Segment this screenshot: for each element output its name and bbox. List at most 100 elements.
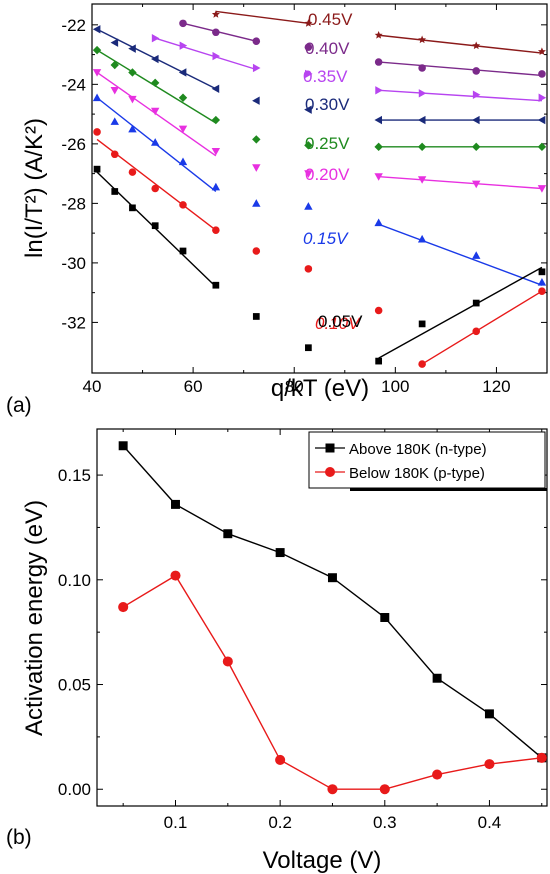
panel-b-y-tick-label: 0.10	[58, 571, 91, 590]
point-0.35V	[472, 90, 481, 99]
fit-line-0.25V	[96, 49, 217, 124]
point-0.45V	[472, 41, 481, 50]
panel-a-x-tick-label: 80	[285, 377, 304, 396]
point-0.15V	[472, 251, 481, 259]
panel-b-y-tick-label: 0.15	[58, 466, 91, 485]
point-0.40V	[179, 19, 187, 28]
point-above-180k	[380, 613, 390, 622]
panel-a-y-tick-label: -24	[61, 75, 86, 94]
series-label-0.25V: 0.25V	[305, 134, 350, 153]
point-0.30V	[178, 68, 187, 77]
fit-line-0.35V	[154, 37, 257, 71]
legend-box-shadow	[350, 488, 547, 491]
point-0.10V	[212, 226, 220, 234]
panel-b: 0.1 0.2 0.3 0.4 0.00 0.05 0.10 0.15 Above 180K …	[6, 428, 548, 874]
point-above-180k	[223, 529, 233, 539]
panel-b-x-tick-label: 0.4	[478, 813, 502, 832]
point-0.10V	[472, 327, 481, 336]
point-0.15V	[110, 117, 119, 125]
point-above-180k	[432, 673, 442, 683]
point-0.10V	[374, 306, 383, 315]
point-0.25V	[472, 142, 481, 152]
panel-b-x-tick-label: 0.2	[268, 813, 292, 832]
point-0.45V	[374, 31, 383, 39]
series-label-0.20V: 0.20V	[305, 165, 350, 184]
point-0.15V	[252, 199, 261, 207]
panel-a-y-tick-label: -28	[61, 194, 86, 213]
point-0.10V	[538, 287, 546, 295]
panel-a-data-points	[92, 10, 547, 368]
fit-line-0.20V	[378, 175, 542, 190]
series-line-above-180k	[122, 445, 543, 759]
point-0.05V	[212, 281, 220, 289]
point-0.45V	[211, 10, 220, 18]
legend-box	[308, 431, 546, 489]
panel-b-x-axis-label: Voltage (V)	[263, 847, 382, 874]
point-0.30V	[537, 115, 546, 125]
point-above-180k	[171, 499, 180, 509]
point-0.25V	[211, 115, 221, 125]
point-0.25V	[178, 93, 188, 102]
series-label-0.45V: 0.45V	[308, 10, 353, 29]
point-0.05V	[252, 313, 260, 320]
point-0.05V	[538, 268, 546, 276]
point-0.35V	[375, 86, 383, 95]
point-0.15V	[374, 218, 383, 227]
point-0.25V	[374, 142, 383, 152]
panel-a-plot-frame	[91, 3, 548, 374]
point-0.20V	[178, 125, 188, 134]
point-0.20V	[92, 69, 102, 77]
panel-b-y-tick-label: 0.05	[58, 676, 91, 695]
panel-a-y-tick-label: -26	[61, 135, 86, 154]
panel-b-plot-frame	[96, 428, 548, 807]
panel-b-label: (b)	[6, 826, 32, 849]
point-0.05V	[151, 222, 159, 230]
point-0.10V	[304, 265, 313, 273]
point-0.25V	[92, 45, 102, 55]
point-0.05V	[472, 299, 480, 307]
fit-line-0.15V	[378, 223, 543, 286]
point-0.45V	[304, 19, 313, 27]
point-0.30V	[110, 38, 119, 47]
point-0.25V	[128, 68, 137, 77]
point-0.20V	[128, 95, 137, 104]
point-0.25V	[150, 78, 160, 88]
panel-a-ticks: 40 60 80 100 120 -32 -30 -28 -26 -24 -22	[61, 4, 547, 396]
point-below-180k	[536, 752, 547, 763]
panel-b-y-tick-label: 0.00	[58, 780, 91, 799]
point-0.40V	[252, 37, 261, 45]
point-0.25V	[252, 135, 261, 144]
point-0.10V	[110, 150, 119, 159]
point-0.05V	[418, 320, 426, 328]
panel-a-x-tick-label: 100	[381, 377, 409, 396]
panel-b-series-lines	[122, 445, 543, 790]
point-above-180k	[484, 709, 494, 719]
series-label-0.40V: 0.40V	[305, 39, 350, 58]
series-label-0.10V: 0.10V	[315, 314, 361, 333]
panel-b-x-tick-label: 0.3	[373, 813, 397, 832]
point-0.30V	[304, 105, 312, 114]
point-0.35V	[212, 51, 221, 61]
point-0.40V	[538, 70, 546, 78]
point-0.40V	[212, 28, 220, 37]
point-0.20V	[211, 147, 221, 156]
point-0.30V	[252, 96, 260, 105]
point-0.30V	[150, 54, 159, 64]
panel-a-label: (a)	[6, 394, 32, 417]
point-0.10V	[179, 201, 187, 209]
point-0.20V	[110, 86, 119, 95]
panel-a: 40 60 80 100 120 -32 -30 -28 -26 -24 -22 0.45V 0.40…	[6, 3, 548, 417]
point-0.30V	[417, 115, 426, 125]
point-0.30V	[374, 115, 383, 125]
fit-line-0.45V	[215, 10, 309, 25]
panel-a-y-tick-label: -30	[61, 254, 86, 273]
point-0.15V	[211, 182, 221, 191]
point-0.45V	[418, 35, 427, 44]
point-0.20V	[537, 185, 547, 193]
point-0.25V	[110, 60, 119, 70]
point-0.30V	[211, 84, 220, 94]
panel-a-x-tick-label: 40	[83, 377, 102, 396]
fit-line-0.20V	[96, 71, 217, 157]
point-0.45V	[538, 47, 546, 55]
point-0.35V	[538, 93, 547, 102]
